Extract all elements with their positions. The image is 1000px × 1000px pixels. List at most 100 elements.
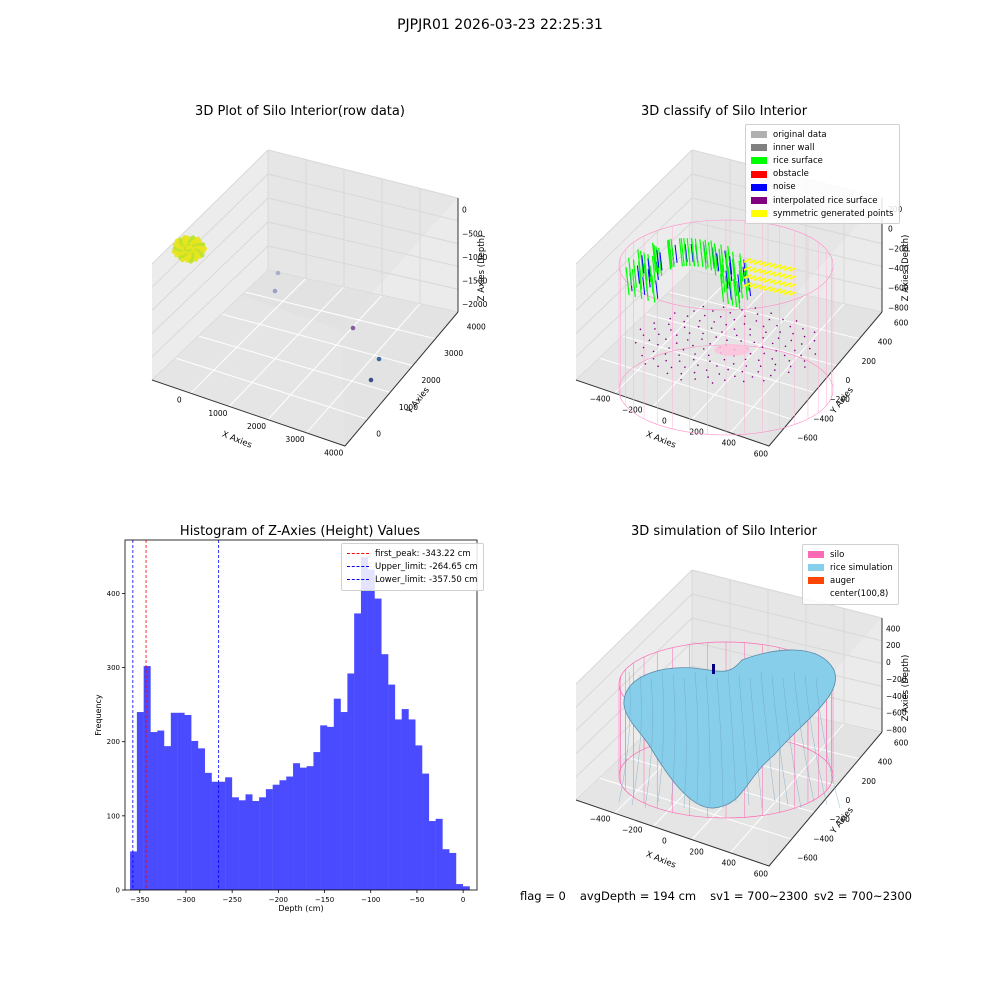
x-tick-label: 400	[722, 859, 737, 868]
x-axis-label: X Axies	[220, 430, 253, 451]
symmetric-point	[758, 261, 767, 266]
legend-item: original data	[751, 128, 894, 141]
rice-surface-stroke	[649, 265, 654, 294]
symmetric-point	[778, 281, 787, 286]
z-tick-label: −600	[886, 709, 907, 718]
symmetric-point	[753, 260, 762, 265]
axis-edge	[575, 311, 883, 447]
grid-line	[668, 291, 860, 340]
interpolated-point	[763, 352, 766, 355]
interpolated-point	[740, 340, 742, 342]
histogram-bar	[286, 776, 294, 890]
y-tick-label: 100	[107, 812, 120, 820]
x-axis-label: X Axies	[644, 850, 677, 871]
rice-simulation-surface	[623, 649, 836, 809]
interpolated-point	[790, 339, 793, 342]
legend-label: interpolated rice surface	[773, 195, 878, 206]
plot-frame	[124, 539, 478, 891]
noise-stroke	[656, 249, 660, 268]
rice-surface-stroke	[683, 237, 688, 267]
interpolated-point	[702, 305, 705, 308]
legend-swatch	[751, 183, 767, 191]
mesh-line	[631, 674, 642, 806]
y-tick-label: 1000	[399, 403, 418, 412]
z-tick-label: 0	[462, 206, 467, 215]
interpolated-point	[788, 359, 791, 362]
rice-surface-stroke	[638, 270, 643, 300]
rice-surface-stroke	[719, 273, 725, 303]
raw3d-title: 3D Plot of Silo Interior(row data)	[195, 104, 405, 119]
noise-stroke	[729, 256, 733, 275]
interpolated-point	[776, 324, 778, 327]
symmetric-point	[768, 271, 777, 276]
interpolated-point	[718, 373, 721, 375]
y-tick-label: −600	[797, 433, 818, 442]
raw-point-cluster	[171, 235, 208, 264]
symmetric-point	[758, 285, 767, 290]
y-tick-label: −200	[829, 815, 850, 824]
histogram-bar	[204, 772, 212, 890]
noise-stroke	[729, 263, 733, 282]
rice-surface-stroke	[655, 246, 660, 275]
raw-point	[200, 253, 205, 258]
rice-surface-stroke	[707, 242, 713, 271]
grid-line	[599, 777, 792, 840]
raw-point	[190, 235, 196, 240]
histogram-bar	[299, 767, 307, 890]
axis-edge	[151, 311, 459, 447]
rice-surface-stroke	[699, 239, 704, 268]
rice-surface-stroke	[631, 269, 636, 298]
histogram-bar	[245, 794, 253, 890]
y-tick-label: −600	[797, 853, 818, 862]
interpolated-point	[654, 328, 656, 330]
z-tick-label: −200	[888, 244, 909, 253]
z-tick-label: −2000	[462, 300, 488, 309]
grid-line	[175, 357, 368, 420]
interpolated-point	[753, 341, 756, 344]
y-tick-label: 200	[107, 738, 120, 746]
rice-surface-stroke	[691, 238, 696, 267]
rice-surface-stroke	[704, 239, 709, 268]
histogram-bar	[177, 712, 185, 890]
classify-legend: original data inner wall rice surface obsta…	[745, 124, 900, 225]
histogram-bar	[272, 784, 280, 890]
histogram-bar	[462, 886, 470, 890]
interpolated-point	[697, 364, 699, 367]
grid-line	[151, 149, 269, 265]
legend-label: symmetric generated points	[773, 208, 894, 219]
rice-surface-stroke	[670, 238, 675, 267]
histogram-bar	[211, 781, 219, 890]
grid-line	[306, 303, 421, 434]
y-tick-label: −400	[813, 834, 834, 843]
noise-stroke	[647, 269, 651, 288]
histogram-title: Histogram of Z-Axies (Height) Values	[179, 524, 421, 539]
z-tick-label: −400	[888, 264, 909, 273]
interpolated-point	[711, 382, 714, 384]
legend-swatch	[808, 577, 824, 585]
histogram-bar	[238, 800, 246, 890]
legend-item: silo	[808, 548, 893, 561]
interpolated-point	[808, 347, 811, 350]
legend-swatch	[808, 564, 824, 572]
legend-item: rice surface	[751, 154, 894, 167]
symmetric-point	[778, 265, 787, 270]
interpolated-point	[723, 358, 726, 361]
grid-line	[730, 303, 845, 434]
raw-point	[180, 257, 185, 263]
symmetric-point	[743, 258, 752, 263]
x-tick-label: −300	[176, 896, 195, 904]
symmetric-point	[743, 282, 752, 287]
raw-point	[172, 242, 178, 247]
z-tick-label: −1500	[462, 277, 488, 286]
interpolated-point	[802, 327, 804, 330]
histogram-bar	[218, 781, 226, 890]
symmetric-point	[758, 277, 767, 282]
histogram-bar	[157, 730, 165, 890]
interpolated-point	[713, 321, 715, 323]
legend-label: rice simulation	[830, 562, 893, 573]
interpolated-point	[749, 352, 752, 355]
legend-swatch	[808, 551, 824, 559]
y-tick-label: 4000	[467, 322, 486, 331]
interpolated-point	[642, 346, 645, 349]
mesh-line	[670, 674, 676, 806]
